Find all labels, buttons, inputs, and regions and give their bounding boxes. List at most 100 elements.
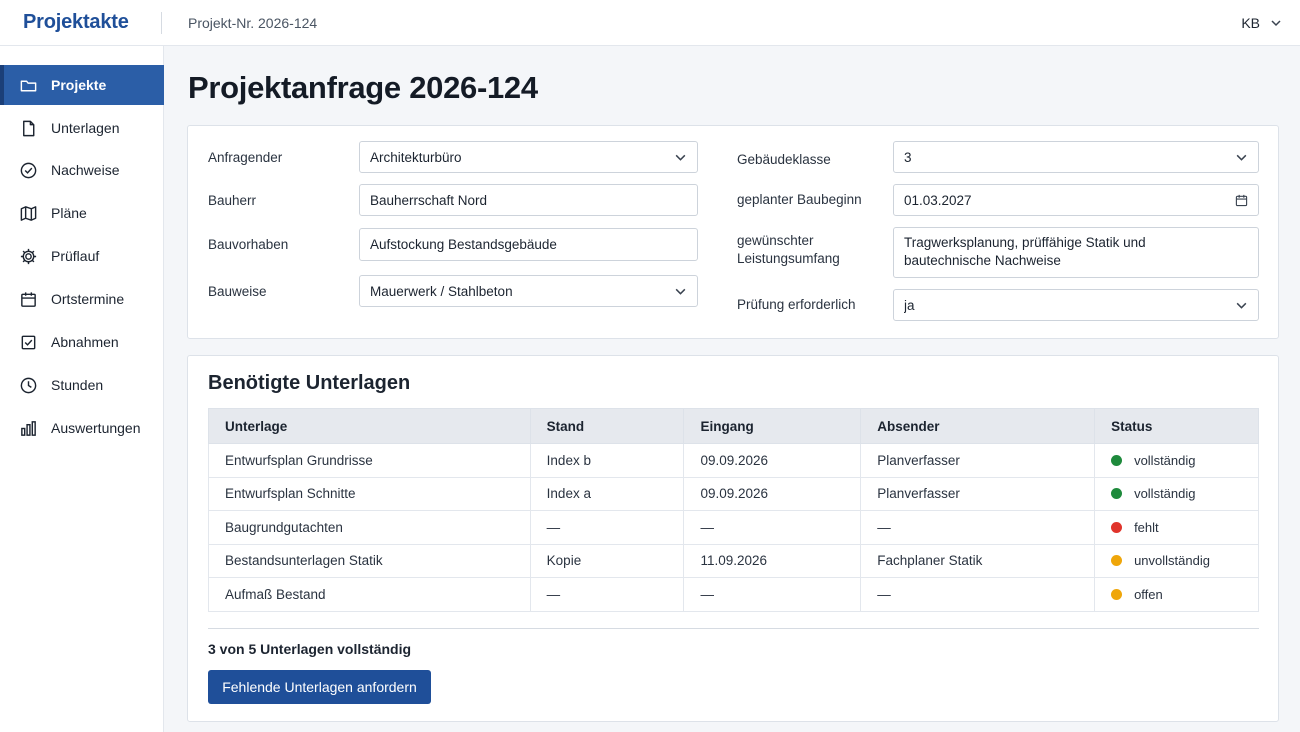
status-badge: vollständig [1111, 486, 1242, 501]
sidebar-item-label: Projekte [51, 77, 107, 93]
cell-absender: Planverfasser [860, 476, 1096, 511]
project-form-card: Anfragender Architekturbüro Bauherr Bauh… [187, 125, 1279, 339]
cell-unterlage: Entwurfsplan Schnitte [208, 476, 531, 511]
status-badge: unvollständig [1111, 553, 1242, 568]
cell-status: unvollständig [1094, 543, 1259, 578]
sidebar-item-auswertungen[interactable]: Auswertungen [0, 408, 164, 448]
baubeginn-date-input[interactable]: 01.03.2027 [893, 184, 1259, 216]
cell-stand: — [529, 510, 685, 545]
folder-icon [20, 80, 37, 91]
user-initials: KB [1241, 15, 1260, 31]
app-brand[interactable]: Projektakte [23, 11, 129, 33]
status-text: unvollständig [1134, 553, 1210, 569]
bauweise-label: Bauweise [208, 284, 267, 299]
table-row[interactable]: Aufmaß Bestand — — — offen [208, 577, 1259, 612]
bauweise-select[interactable]: Mauerwerk / Stahlbeton [359, 275, 698, 307]
sidebar-item-prueflauf[interactable]: Prüflauf [0, 236, 164, 276]
cell-unterlage: Entwurfsplan Grundrisse [208, 443, 531, 478]
leistungsumfang-value: Tragwerksplanung, prüffähige Statik und … [904, 234, 1248, 270]
pruefung-select[interactable]: ja [893, 289, 1259, 321]
column-header-unterlage[interactable]: Unterlage [208, 408, 531, 444]
status-text: vollständig [1134, 452, 1196, 468]
sidebar-item-plaene[interactable]: Pläne [0, 193, 164, 233]
sidebar-item-ortstermine[interactable]: Ortstermine [0, 279, 164, 319]
sidebar-item-unterlagen[interactable]: Unterlagen [0, 108, 164, 148]
table-row[interactable]: Entwurfsplan Schnitte Index a 09.09.2026 Pl… [208, 476, 1259, 511]
gebaeudeklasse-value: 3 [904, 149, 912, 165]
baubeginn-value: 01.03.2027 [904, 192, 972, 208]
bauvorhaben-label: Bauvorhaben [208, 237, 289, 252]
table-row[interactable]: Bestandsunterlagen Statik Kopie 11.09.2026… [208, 543, 1259, 578]
column-header-status[interactable]: Status [1094, 408, 1259, 444]
cell-status: vollständig [1094, 443, 1259, 478]
page-title: Projektanfrage 2026-124 [188, 70, 538, 105]
pruefung-value: ja [904, 297, 915, 313]
documents-summary: 3 von 5 Unterlagen vollständig [208, 641, 412, 657]
table-row[interactable]: Baugrundgutachten — — — fehlt [208, 510, 1259, 545]
sidebar: Projekte Unterlagen Nachweise Pläne Prüf… [0, 46, 164, 732]
bauherr-input[interactable]: Bauherrschaft Nord [359, 184, 698, 216]
anfragender-select[interactable]: Architekturbüro [359, 141, 698, 173]
cell-unterlage: Bestandsunterlagen Statik [208, 543, 531, 578]
sidebar-item-label: Ortstermine [51, 291, 125, 307]
anfragender-label: Anfragender [208, 150, 283, 165]
column-header-stand[interactable]: Stand [529, 408, 685, 444]
cell-absender: — [860, 510, 1096, 545]
sidebar-item-nachweise[interactable]: Nachweise [0, 150, 164, 190]
column-header-eingang[interactable]: Eingang [683, 408, 862, 444]
gebaeudeklasse-select[interactable]: 3 [893, 141, 1259, 173]
chevron-down-icon [1236, 302, 1247, 309]
gebaeudeklasse-label: Gebäudeklasse [737, 152, 831, 167]
project-number: Projekt-Nr. 2026-124 [188, 15, 318, 31]
request-missing-documents-button[interactable]: Fehlende Unterlagen anfordern [208, 670, 431, 704]
cell-stand: Index a [529, 476, 685, 511]
status-dot-icon [1111, 488, 1123, 500]
baubeginn-label: geplanter Baubeginn [737, 192, 862, 207]
status-text: offen [1134, 586, 1163, 602]
status-dot-icon [1111, 454, 1123, 466]
cell-status: offen [1094, 577, 1259, 612]
bauvorhaben-input[interactable]: Aufstockung Bestandsgebäude [359, 228, 698, 261]
leistungsumfang-value-line1: Tragwerksplanung, prüffähige Statik und [904, 235, 1146, 250]
section-title: Benötigte Unterlagen [208, 372, 411, 394]
user-menu[interactable]: KB [1241, 12, 1282, 34]
pruefung-label: Prüfung erforderlich [737, 297, 856, 312]
status-badge: vollständig [1111, 453, 1242, 468]
calendar-icon[interactable] [1235, 194, 1248, 207]
clock-icon [20, 377, 37, 393]
column-header-absender[interactable]: Absender [860, 408, 1096, 444]
leistungsumfang-textarea[interactable]: Tragwerksplanung, prüffähige Statik und … [893, 227, 1259, 278]
bauweise-value: Mauerwerk / Stahlbeton [370, 283, 513, 299]
sidebar-item-stunden[interactable]: Stunden [0, 365, 164, 405]
status-badge: offen [1111, 587, 1242, 602]
cell-stand: — [529, 577, 685, 612]
map-icon [20, 205, 37, 221]
table-header-row: Unterlage Stand Eingang Absender Status [208, 408, 1259, 444]
cell-stand: Kopie [529, 543, 685, 578]
summary-divider [208, 628, 1259, 629]
cell-unterlage: Baugrundgutachten [208, 510, 531, 545]
status-dot-icon [1111, 588, 1123, 600]
cell-eingang: 09.09.2026 [683, 476, 862, 511]
bauherr-label: Bauherr [208, 193, 257, 208]
cell-eingang: — [683, 510, 862, 545]
gear-icon [20, 248, 37, 264]
cell-absender: — [860, 577, 1096, 612]
chevron-down-icon [1271, 20, 1281, 27]
cell-absender: Planverfasser [860, 443, 1096, 478]
status-dot-icon [1111, 555, 1123, 567]
checkbox-icon [21, 335, 36, 349]
sidebar-item-label: Auswertungen [51, 420, 141, 436]
sidebar-item-projekte[interactable]: Projekte [0, 65, 164, 105]
sidebar-item-abnahmen[interactable]: Abnahmen [0, 322, 164, 362]
sidebar-item-label: Unterlagen [51, 120, 120, 136]
table-row[interactable]: Entwurfsplan Grundrisse Index b 09.09.2026… [208, 443, 1259, 478]
leistungsumfang-label-line1: gewünschter [737, 233, 814, 248]
documents-table: Unterlage Stand Eingang Absender Status … [208, 408, 1259, 612]
bauherr-value: Bauherrschaft Nord [370, 192, 488, 208]
sidebar-item-label: Nachweise [51, 162, 120, 178]
check-circle-icon [20, 162, 37, 178]
documents-card: Benötigte Unterlagen Unterlage Stand Ein… [187, 355, 1279, 722]
cell-eingang: 11.09.2026 [683, 543, 862, 578]
header-divider [161, 12, 162, 34]
